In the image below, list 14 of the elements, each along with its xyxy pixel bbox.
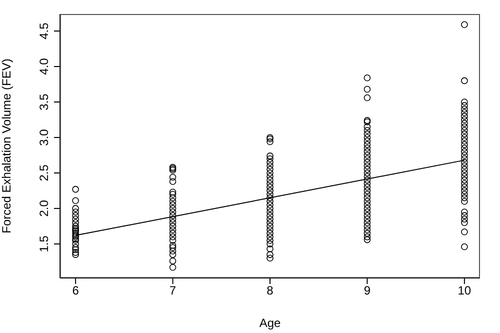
- x-tick-label: 10: [458, 284, 472, 298]
- y-tick-label: 3.5: [37, 93, 51, 110]
- x-axis-title: Age: [259, 316, 281, 330]
- y-tick-label: 3.0: [37, 128, 51, 146]
- y-tick-label: 4.0: [37, 58, 51, 75]
- y-tick-label: 1.5: [37, 235, 51, 252]
- y-tick-label: 4.5: [37, 22, 51, 40]
- x-tick-label: 6: [72, 284, 80, 298]
- y-tick-label: 2.0: [37, 200, 51, 217]
- x-tick-label: 7: [169, 284, 176, 298]
- y-tick-label: 2.5: [37, 164, 51, 182]
- x-tick-label: 9: [364, 284, 371, 298]
- x-tick-label: 8: [266, 284, 274, 298]
- y-axis-title: Forced Exhalation Volume (FEV): [0, 58, 14, 234]
